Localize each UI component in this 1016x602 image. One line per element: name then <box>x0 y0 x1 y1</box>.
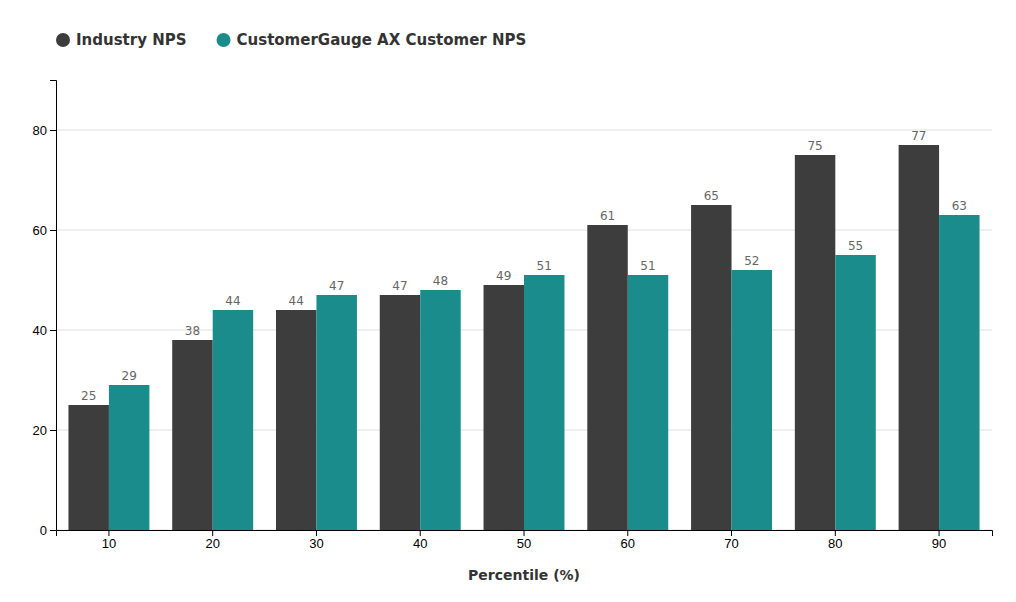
legend-swatch <box>56 33 70 47</box>
legend-label: CustomerGauge AX Customer NPS <box>237 31 527 49</box>
data-label: 51 <box>537 259 552 273</box>
y-tick-label: 0 <box>40 523 47 538</box>
x-tick-mark <box>212 530 213 536</box>
chart: 25 38 44 47 49 61 65 75 77 29 44 47 48 51 51 52 55 63 10 20… <box>0 0 1016 602</box>
x-tick-label: 20 <box>205 536 219 551</box>
bar <box>109 385 149 530</box>
x-tick: 40 <box>413 530 427 551</box>
y-axis: 0 20 40 60 80 <box>33 81 57 538</box>
x-tick-label: 30 <box>309 536 323 551</box>
bars <box>68 145 979 530</box>
x-tick-label: 80 <box>828 536 842 551</box>
data-label: 49 <box>496 269 511 283</box>
grid <box>56 130 992 530</box>
y-tick: 60 <box>33 223 56 238</box>
data-label: 75 <box>807 139 822 153</box>
y-tick-mark <box>50 430 56 431</box>
x-tick-mark <box>627 530 628 536</box>
data-labels: 25 38 44 47 49 61 65 75 77 29 44 47 48 51 51 52 55 63 <box>81 129 967 403</box>
legend-item: CustomerGauge AX Customer NPS <box>217 31 527 49</box>
data-label: 61 <box>600 209 615 223</box>
x-tick-mark <box>939 530 940 536</box>
x-tick: 30 <box>309 530 323 551</box>
legend-swatch <box>217 33 231 47</box>
x-tick-mark <box>524 530 525 536</box>
bar <box>172 340 212 530</box>
x-axis-line <box>57 531 993 537</box>
y-tick: 0 <box>40 523 56 538</box>
x-tick: 10 <box>102 530 116 551</box>
bar <box>524 275 564 530</box>
plot: 25 38 44 47 49 61 65 75 77 29 44 47 48 51 51 52 55 63 10 20… <box>33 81 993 584</box>
bar <box>484 285 524 530</box>
y-tick-mark <box>50 330 56 331</box>
data-label: 44 <box>225 294 240 308</box>
data-label: 47 <box>392 279 407 293</box>
y-axis-line <box>50 81 57 531</box>
y-tick-mark <box>50 130 56 131</box>
data-label: 29 <box>122 369 137 383</box>
x-tick-label: 90 <box>932 536 946 551</box>
x-tick: 60 <box>621 530 635 551</box>
x-tick: 90 <box>932 530 946 551</box>
data-label: 63 <box>952 199 967 213</box>
bar <box>628 275 668 530</box>
grid-line <box>56 230 992 231</box>
data-label: 48 <box>433 274 448 288</box>
data-label: 47 <box>329 279 344 293</box>
bar <box>316 295 356 530</box>
bar <box>587 225 627 530</box>
data-label: 38 <box>185 324 200 338</box>
data-label: 55 <box>848 239 863 253</box>
x-tick-label: 60 <box>621 536 635 551</box>
data-label: 44 <box>289 294 304 308</box>
bar <box>939 215 979 530</box>
y-tick-mark <box>50 530 56 531</box>
y-tick-label: 60 <box>33 223 47 238</box>
y-tick: 20 <box>33 423 56 438</box>
bar <box>732 270 772 530</box>
legend: Industry NPS CustomerGauge AX Customer NP… <box>56 31 526 49</box>
bar <box>68 405 108 530</box>
y-tick-label: 80 <box>33 123 47 138</box>
y-tick-label: 40 <box>33 323 47 338</box>
x-tick: 80 <box>828 530 842 551</box>
x-tick-label: 10 <box>102 536 116 551</box>
x-tick-mark <box>316 530 317 536</box>
x-tick-label: 70 <box>724 536 738 551</box>
x-tick-mark <box>420 530 421 536</box>
data-label: 65 <box>704 189 719 203</box>
x-tick: 20 <box>205 530 219 551</box>
data-label: 77 <box>911 129 926 143</box>
bar-series <box>68 145 939 530</box>
x-axis: 10 20 30 40 50 60 70 80 90 <box>57 530 993 551</box>
bar <box>420 290 460 530</box>
data-label: 51 <box>640 259 655 273</box>
bar <box>276 310 316 530</box>
bar <box>380 295 420 530</box>
bar <box>213 310 253 530</box>
x-tick: 70 <box>724 530 738 551</box>
x-tick-mark <box>108 530 109 536</box>
data-label: 25 <box>81 389 96 403</box>
x-tick-mark <box>731 530 732 536</box>
y-tick: 40 <box>33 323 56 338</box>
legend-label: Industry NPS <box>76 31 187 49</box>
x-tick-label: 40 <box>413 536 427 551</box>
x-tick-mark <box>835 530 836 536</box>
bar <box>835 255 875 530</box>
x-tick-label: 50 <box>517 536 531 551</box>
legend-item: Industry NPS <box>56 31 187 49</box>
bar <box>795 155 835 530</box>
x-tick: 50 <box>517 530 531 551</box>
bar <box>691 205 731 530</box>
data-label: 52 <box>744 254 759 268</box>
bar-series <box>109 215 980 530</box>
y-tick-label: 20 <box>33 423 47 438</box>
y-tick-mark <box>50 230 56 231</box>
y-tick: 80 <box>33 123 56 138</box>
grid-line <box>56 130 992 131</box>
x-axis-title: Percentile (%) <box>468 567 580 583</box>
bar <box>899 145 939 530</box>
